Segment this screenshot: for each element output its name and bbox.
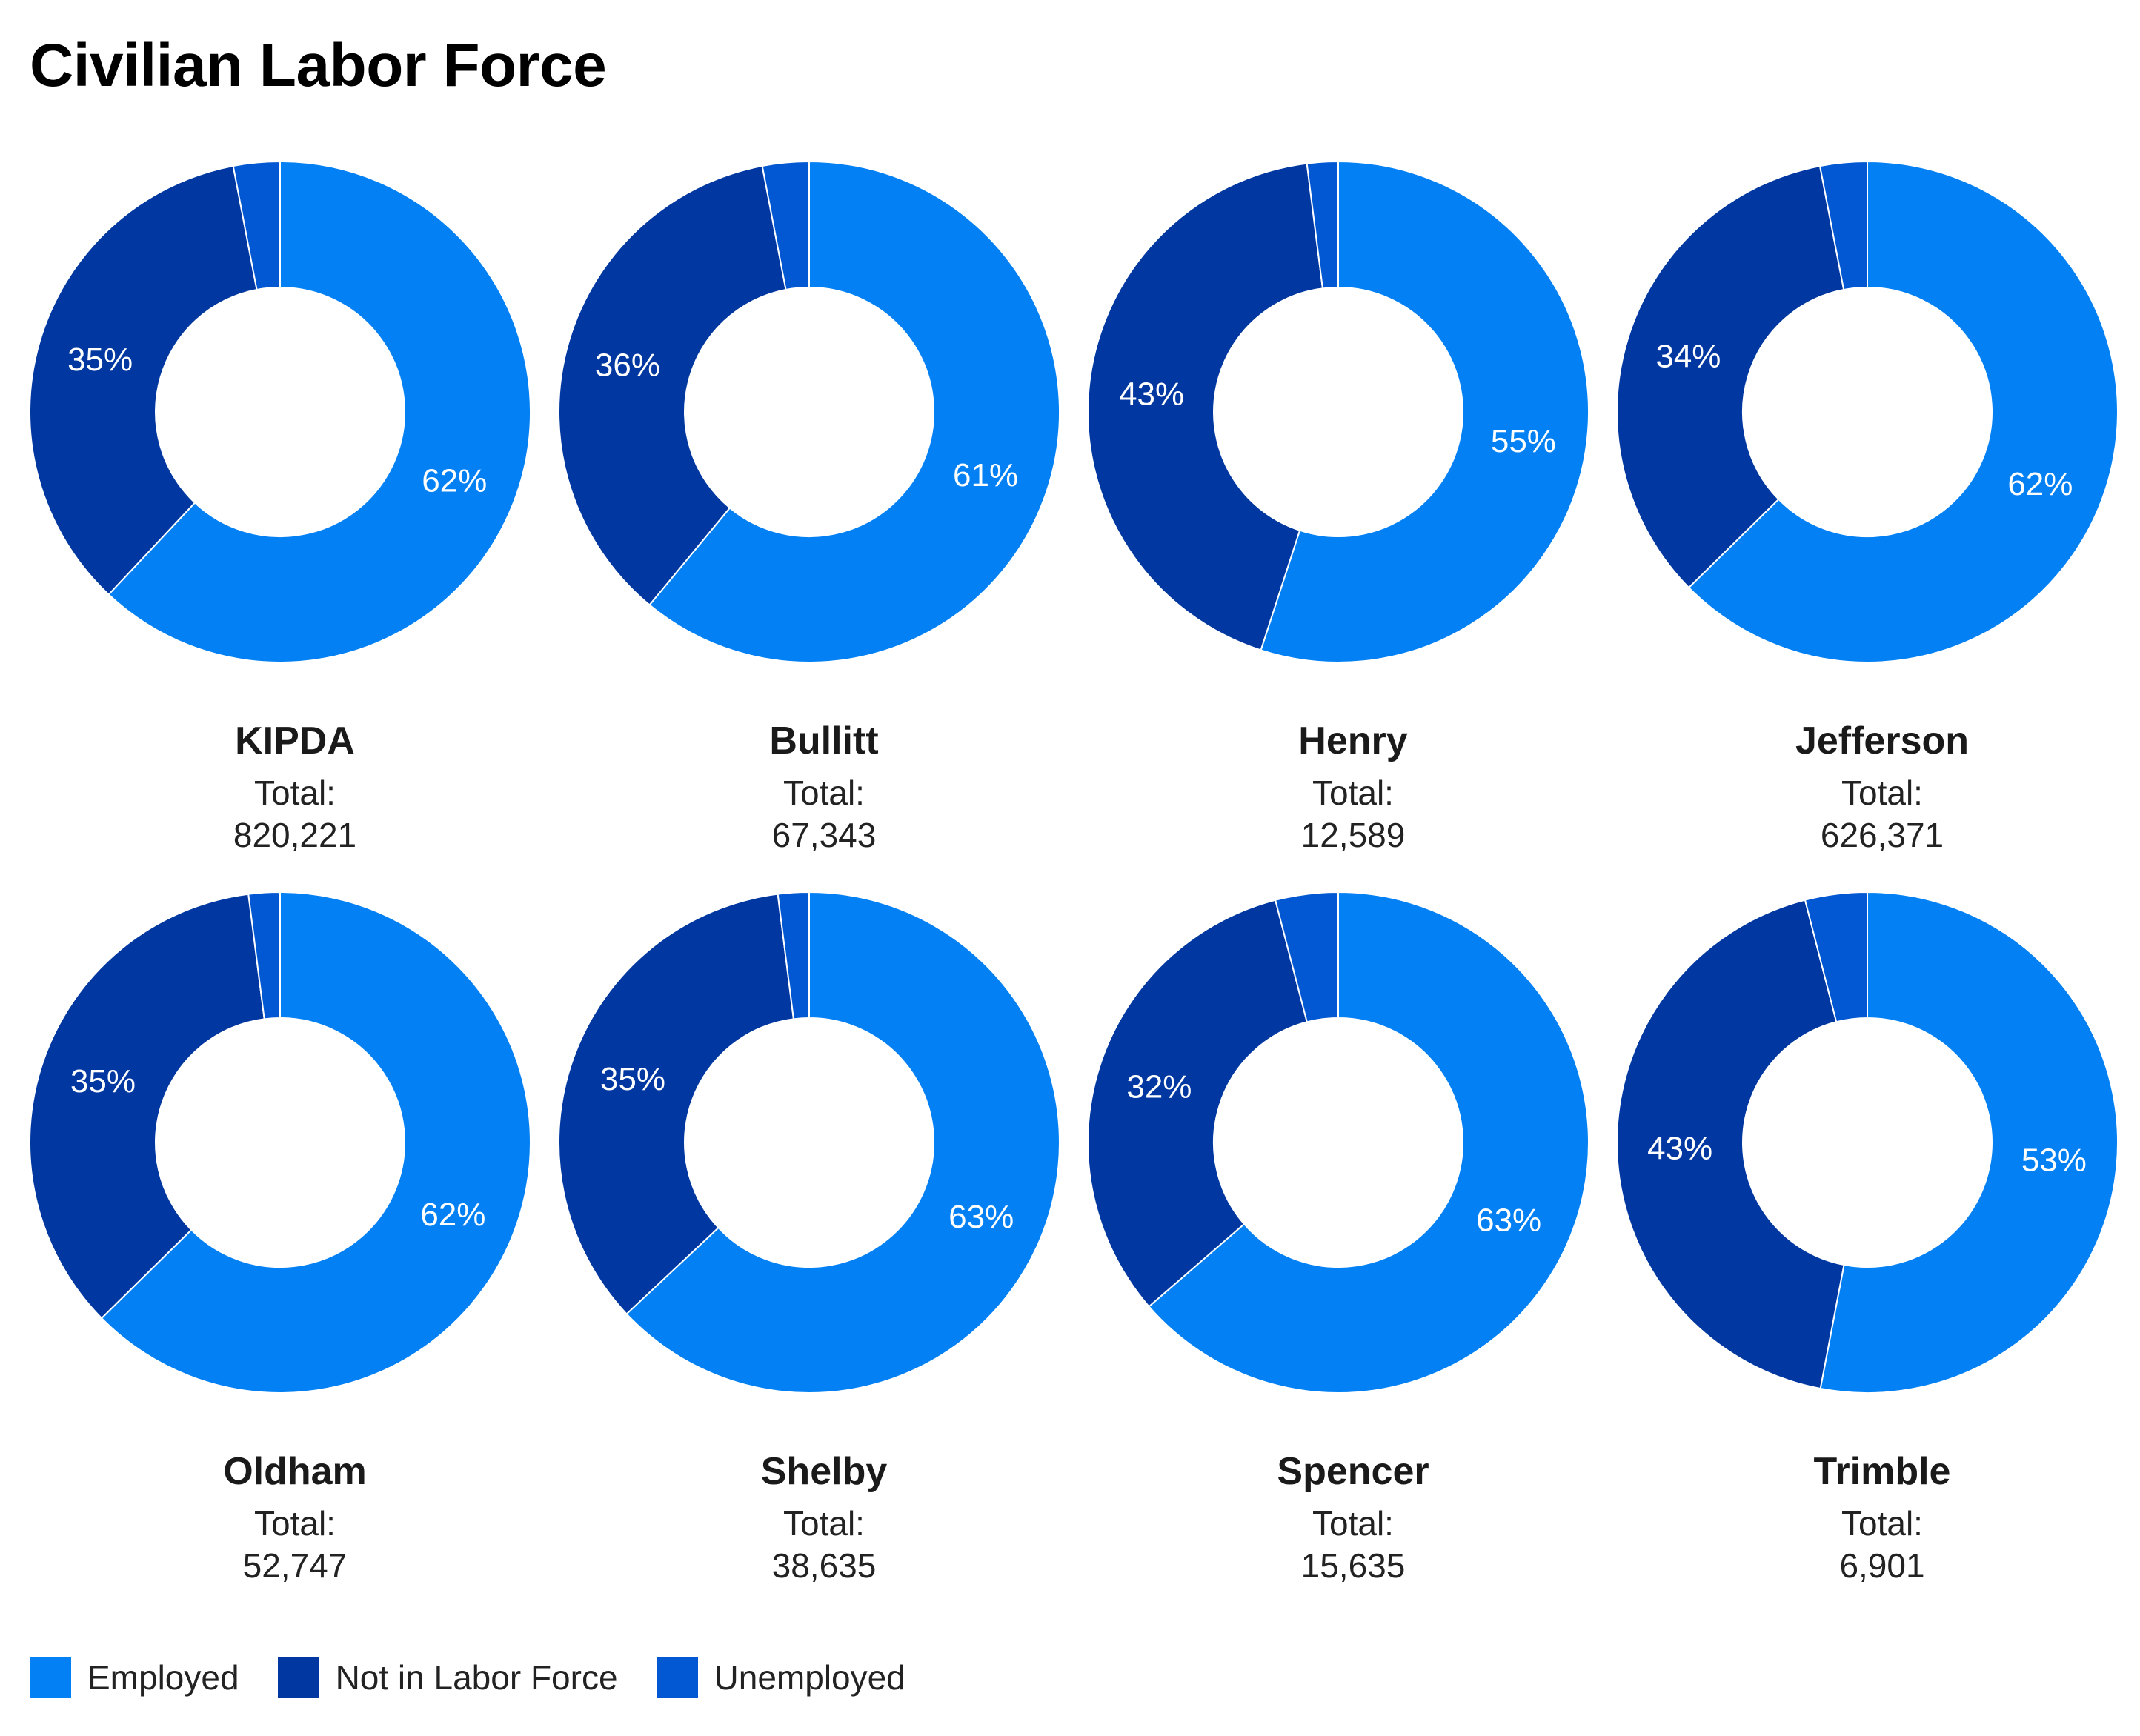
slice-label-not-in-labor-force: 43%: [1647, 1130, 1712, 1166]
legend-swatch: [30, 1657, 71, 1698]
donut-slice-employed[interactable]: [648, 162, 1060, 663]
donut-slice-not-in-labor-force[interactable]: [1617, 899, 1845, 1390]
total-value: 6,901: [1839, 1546, 1925, 1585]
slice-label-employed: 61%: [953, 457, 1018, 493]
total-value: 12,589: [1300, 816, 1406, 854]
donut-slice-unemployed[interactable]: [232, 162, 281, 291]
donut-panel: 61% 36% Bullitt Total: 67,343: [559, 162, 1089, 873]
legend-swatch: [656, 1657, 698, 1698]
donut-slice-unemployed[interactable]: [1818, 162, 1868, 291]
donut-slice-employed[interactable]: [107, 162, 531, 663]
donut-slice-employed[interactable]: [1260, 162, 1589, 663]
donut-slice-employed[interactable]: [625, 892, 1060, 1394]
donut-slice-unemployed[interactable]: [777, 892, 810, 1020]
total-label: Total:: [1312, 1504, 1394, 1543]
slice-label-employed: 62%: [2007, 466, 2073, 502]
slice-label-not-in-labor-force: 36%: [595, 347, 660, 384]
slice-label-employed: 63%: [1476, 1203, 1541, 1239]
donut-panel: 63% 32% Spencer Total: 15,635: [1088, 892, 1618, 1603]
total-label: Total:: [783, 1504, 865, 1543]
total-label: Total:: [254, 1504, 336, 1543]
donut-slice-not-in-labor-force[interactable]: [1088, 899, 1309, 1308]
donut-slice-not-in-labor-force[interactable]: [559, 893, 795, 1315]
chart-title: Civilian Labor Force: [30, 32, 607, 99]
donut-title: Henry: [1298, 719, 1408, 762]
total-label: Total:: [254, 774, 336, 812]
donut-slice-employed[interactable]: [1819, 892, 2119, 1394]
total-value: 820,221: [233, 816, 357, 854]
donut-title: Shelby: [760, 1450, 888, 1493]
slice-label-employed: 62%: [420, 1197, 485, 1233]
legend-item-unemployed[interactable]: Unemployed: [656, 1657, 905, 1698]
donut-slice-not-in-labor-force[interactable]: [30, 893, 265, 1320]
legend: Employed Not in Labor Force Unemployed: [30, 1654, 944, 1701]
donut-slice-unemployed[interactable]: [1804, 892, 1868, 1023]
total-value: 38,635: [771, 1546, 877, 1585]
donut-slice-not-in-labor-force[interactable]: [1088, 162, 1324, 651]
donut-slice-not-in-labor-force[interactable]: [30, 164, 258, 596]
donut-title: Trimble: [1813, 1450, 1951, 1493]
legend-item-employed[interactable]: Employed: [30, 1657, 239, 1698]
slice-label-not-in-labor-force: 32%: [1126, 1068, 1192, 1105]
slice-label-employed: 55%: [1491, 423, 1556, 459]
donut-chart: 63% 35%: [559, 892, 1060, 1394]
donut-slice-unemployed[interactable]: [1274, 892, 1339, 1023]
total-label: Total:: [1841, 774, 1923, 812]
slice-label-not-in-labor-force: 35%: [70, 1063, 136, 1100]
donut-title: Jefferson: [1795, 719, 1970, 762]
legend-label: Unemployed: [714, 1658, 905, 1697]
donut-chart: 62% 34%: [1617, 162, 2119, 663]
donut-chart: 63% 32%: [1088, 892, 1589, 1394]
slice-label-not-in-labor-force: 35%: [600, 1061, 665, 1097]
donut-title: Spencer: [1277, 1450, 1429, 1493]
donut-panel: 62% 35% KIPDA Total: 820,221: [30, 162, 560, 873]
donut-title: Bullitt: [769, 719, 879, 762]
donut-slice-not-in-labor-force[interactable]: [559, 164, 787, 606]
donut-chart: 62% 35%: [30, 162, 531, 663]
total-label: Total:: [783, 774, 865, 812]
slice-label-not-in-labor-force: 35%: [67, 342, 133, 378]
legend-swatch: [277, 1657, 319, 1698]
donut-chart: 62% 35%: [30, 892, 531, 1394]
legend-item-not-in-labor-force[interactable]: Not in Labor Force: [277, 1657, 618, 1698]
slice-label-not-in-labor-force: 34%: [1655, 338, 1721, 374]
donut-panel: 62% 35% Oldham Total: 52,747: [30, 892, 560, 1603]
total-value: 626,371: [1820, 816, 1944, 854]
donut-title: Oldham: [223, 1450, 367, 1493]
slice-label-employed: 53%: [2021, 1142, 2087, 1178]
donut-panel: 63% 35% Shelby Total: 38,635: [559, 892, 1089, 1603]
slice-label-employed: 62%: [422, 463, 487, 499]
donut-slice-unemployed[interactable]: [761, 162, 810, 291]
donut-title: KIPDA: [235, 719, 355, 762]
donut-chart: 55% 43%: [1088, 162, 1589, 663]
donut-slice-employed[interactable]: [1687, 162, 2119, 663]
donut-chart: 61% 36%: [559, 162, 1060, 663]
donut-slice-employed[interactable]: [100, 892, 531, 1394]
donut-grid: 62% 35% KIPDA Total: 820,221 61% 36% Bullitt Tot…: [30, 162, 2140, 1603]
legend-label: Not in Labor Force: [335, 1658, 618, 1697]
total-label: Total:: [1841, 1504, 1923, 1543]
slice-label-not-in-labor-force: 43%: [1119, 376, 1184, 413]
donut-slice-not-in-labor-force[interactable]: [1617, 164, 1845, 589]
legend-label: Employed: [87, 1658, 239, 1697]
total-value: 15,635: [1300, 1546, 1406, 1585]
donut-panel: 55% 43% Henry Total: 12,589: [1088, 162, 1618, 873]
total-value: 52,747: [242, 1546, 348, 1585]
total-value: 67,343: [771, 816, 877, 854]
donut-slice-unemployed[interactable]: [247, 892, 281, 1020]
donut-chart: 53% 43%: [1617, 892, 2119, 1394]
total-label: Total:: [1312, 774, 1394, 812]
donut-panel: 62% 34% Jefferson Total: 626,371: [1617, 162, 2140, 873]
donut-panel: 53% 43% Trimble Total: 6,901: [1617, 892, 2140, 1603]
donut-slice-unemployed[interactable]: [1306, 162, 1339, 290]
donut-slice-employed[interactable]: [1148, 892, 1589, 1394]
slice-label-employed: 63%: [948, 1199, 1014, 1235]
